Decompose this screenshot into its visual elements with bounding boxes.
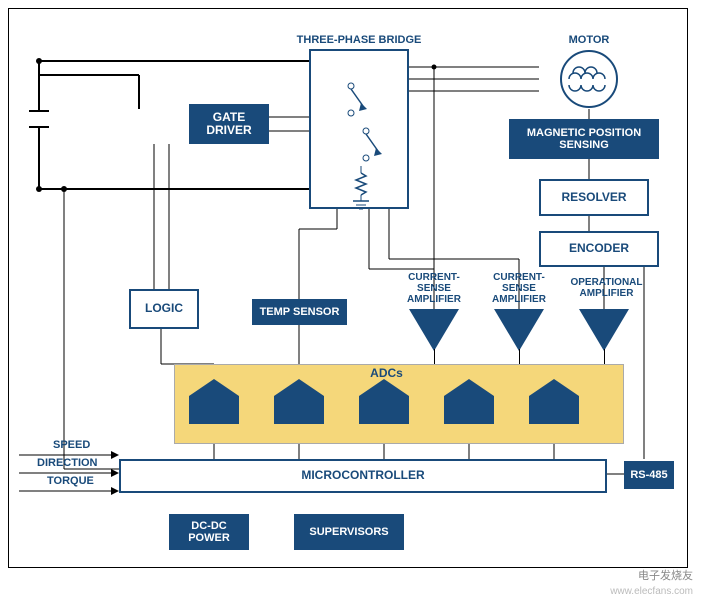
csa1-label: CURRENT- SENSE AMPLIFIER: [404, 272, 464, 305]
adc-pentagon-2: [274, 379, 324, 424]
adc-pentagon-5: [529, 379, 579, 424]
microcontroller-block: MICROCONTROLLER: [119, 459, 607, 493]
dcdc-block: DC-DC POWER: [169, 514, 249, 550]
three-phase-bridge-label: THREE-PHASE BRIDGE: [289, 34, 429, 46]
direction-label: DIRECTION: [37, 457, 98, 469]
adc-pentagon-1: [189, 379, 239, 424]
speed-label: SPEED: [53, 439, 90, 451]
csa1-triangle: [409, 309, 459, 351]
rs485-block: RS-485: [624, 461, 674, 489]
adc-pentagon-4: [444, 379, 494, 424]
watermark-logo: 电子发烧友: [638, 567, 693, 583]
csa2-label: CURRENT- SENSE AMPLIFIER: [489, 272, 549, 305]
watermark-url: www.elecfans.com: [610, 586, 693, 597]
gate-driver-block: GATE DRIVER: [189, 104, 269, 144]
diagram-frame: THREE-PHASE BRIDGE: [8, 8, 688, 568]
motor-symbol: [539, 49, 639, 109]
encoder-block: ENCODER: [539, 231, 659, 267]
opamp-label: OPERATIONAL AMPLIFIER: [569, 277, 644, 299]
three-phase-bridge-block: [309, 49, 409, 209]
resolver-block: RESOLVER: [539, 179, 649, 216]
supervisors-block: SUPERVISORS: [294, 514, 404, 550]
csa2-triangle: [494, 309, 544, 351]
motor-label: MOTOR: [549, 34, 629, 46]
temp-sensor-block: TEMP SENSOR: [252, 299, 347, 325]
opamp-triangle: [579, 309, 629, 351]
logic-block: LOGIC: [129, 289, 199, 329]
magnetic-position-block: MAGNETIC POSITION SENSING: [509, 119, 659, 159]
adc-pentagon-3: [359, 379, 409, 424]
torque-label: TORQUE: [47, 475, 94, 487]
